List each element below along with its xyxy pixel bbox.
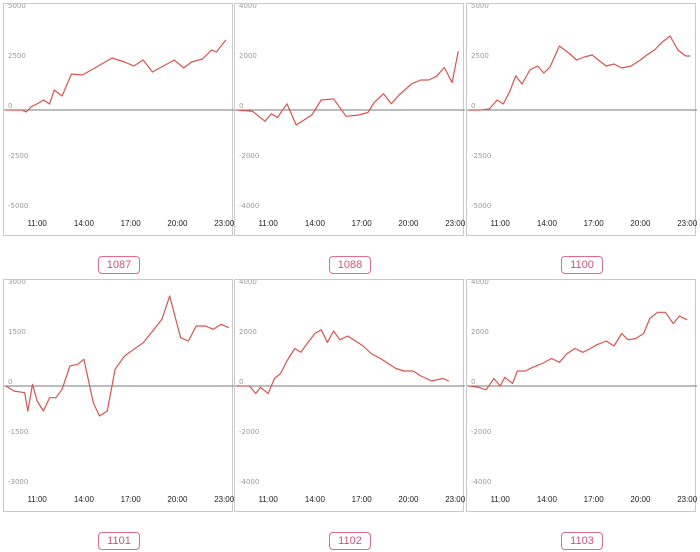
chart-panel-1088: 4000 2000 0 -2000 -4000 11:00 14:00 17:00 20:00 2…	[234, 3, 465, 236]
chart-label-badge: 1100	[561, 256, 603, 274]
chart-svg: 5000 2500 0 -2500 -5000 11:00 14:00 17:00 20:00 2…	[4, 4, 234, 228]
series-line	[237, 329, 450, 395]
y-tick-label: -2000	[471, 428, 491, 436]
x-tick-label: 20:00	[630, 219, 651, 228]
x-tick-label: 11:00	[27, 219, 47, 228]
x-tick-label: 14:00	[305, 219, 326, 228]
chart-label-badge: 1101	[98, 532, 140, 550]
chart-label-badge: 1102	[329, 532, 371, 550]
series-line	[236, 51, 459, 126]
x-tick-label: 20:00	[398, 495, 419, 504]
series-line	[5, 295, 230, 417]
y-tick-label: 0	[471, 378, 475, 386]
y-tick-label: 5000	[471, 4, 489, 10]
series-line	[468, 311, 688, 391]
series-line	[6, 39, 227, 113]
x-tick-label: 20:00	[167, 495, 188, 504]
y-tick-label: 2500	[8, 52, 26, 60]
y-tick-label: 4000	[471, 280, 489, 286]
chart-label-badge: 1103	[561, 532, 603, 550]
y-tick-label: -4000	[471, 478, 491, 486]
y-tick-label: 0	[471, 102, 475, 110]
chart-label-badge: 1088	[329, 256, 371, 274]
x-tick-label: 23:00	[445, 219, 465, 228]
x-tick-label: 11:00	[27, 495, 47, 504]
x-tick-label: 20:00	[630, 495, 651, 504]
x-tick-label: 20:00	[398, 219, 419, 228]
y-tick-label: -2500	[471, 152, 491, 160]
x-tick-label: 14:00	[74, 219, 95, 228]
y-tick-label: 0	[239, 378, 243, 386]
y-tick-label: 4000	[239, 4, 257, 10]
x-tick-label: 11:00	[258, 219, 278, 228]
series-line	[469, 35, 691, 111]
y-tick-label: -1500	[8, 428, 28, 436]
y-tick-label: 3000	[8, 280, 26, 286]
chart-panel-1101: 3000 1500 0 -1500 -3000 11:00 14:00 17:00 20:00 2…	[3, 279, 234, 512]
x-tick-label: 20:00	[167, 219, 188, 228]
chart-panel-1087: 5000 2500 0 -2500 -5000 11:00 14:00 17:00 20:00 2…	[3, 3, 234, 236]
chart-panel-1102: 4000 2000 0 -2000 -4000 11:00 14:00 17:00 20:00 2…	[234, 279, 465, 512]
y-tick-label: 2000	[471, 328, 489, 336]
chart-svg: 5000 2500 0 -2500 -5000 11:00 14:00 17:00 20:00 2…	[467, 4, 697, 228]
y-tick-label: 1500	[8, 328, 26, 336]
y-tick-label: -4000	[239, 478, 259, 486]
x-tick-label: 17:00	[352, 219, 373, 228]
x-tick-label: 23:00	[677, 495, 697, 504]
chart-svg: 4000 2000 0 -2000 -4000 11:00 14:00 17:00 20:00 2…	[467, 280, 697, 504]
chart-svg: 4000 2000 0 -2000 -4000 11:00 14:00 17:00 20:00 2…	[235, 4, 465, 228]
y-tick-label: 2500	[471, 52, 489, 60]
chart-label-badge: 1087	[98, 256, 140, 274]
x-tick-label: 17:00	[121, 219, 142, 228]
y-tick-label: 2000	[239, 328, 257, 336]
y-tick-label: -5000	[8, 202, 28, 210]
y-tick-label: 0	[8, 378, 12, 386]
y-tick-label: 0	[239, 102, 243, 110]
chart-svg: 4000 2000 0 -2000 -4000 11:00 14:00 17:00 20:00 2…	[235, 280, 465, 504]
x-tick-label: 23:00	[445, 495, 465, 504]
x-tick-label: 14:00	[74, 495, 95, 504]
y-tick-label: 0	[8, 102, 12, 110]
x-tick-label: 14:00	[305, 495, 326, 504]
x-tick-label: 23:00	[677, 219, 697, 228]
x-tick-label: 14:00	[537, 495, 558, 504]
x-tick-label: 14:00	[537, 219, 558, 228]
x-tick-label: 11:00	[490, 219, 510, 228]
x-tick-label: 11:00	[258, 495, 278, 504]
x-tick-label: 17:00	[584, 495, 605, 504]
y-tick-label: -5000	[471, 202, 491, 210]
chart-panel-1103: 4000 2000 0 -2000 -4000 11:00 14:00 17:00 20:00 2…	[466, 279, 697, 512]
x-tick-label: 23:00	[214, 495, 234, 504]
y-tick-label: -2500	[8, 152, 28, 160]
y-tick-label: 5000	[8, 4, 26, 10]
x-tick-label: 17:00	[352, 495, 373, 504]
y-tick-label: 2000	[239, 52, 257, 60]
y-tick-label: 4000	[239, 280, 257, 286]
chart-svg: 3000 1500 0 -1500 -3000 11:00 14:00 17:00 20:00 2…	[4, 280, 234, 504]
y-tick-label: -3000	[8, 478, 28, 486]
x-tick-label: 11:00	[490, 495, 510, 504]
y-tick-label: -2000	[239, 428, 259, 436]
x-tick-label: 23:00	[214, 219, 234, 228]
x-tick-label: 17:00	[121, 495, 142, 504]
y-tick-label: -4000	[239, 202, 259, 210]
y-tick-label: -2000	[239, 152, 259, 160]
chart-panel-1100: 5000 2500 0 -2500 -5000 11:00 14:00 17:00 20:00 2…	[466, 3, 697, 236]
x-tick-label: 17:00	[584, 219, 605, 228]
